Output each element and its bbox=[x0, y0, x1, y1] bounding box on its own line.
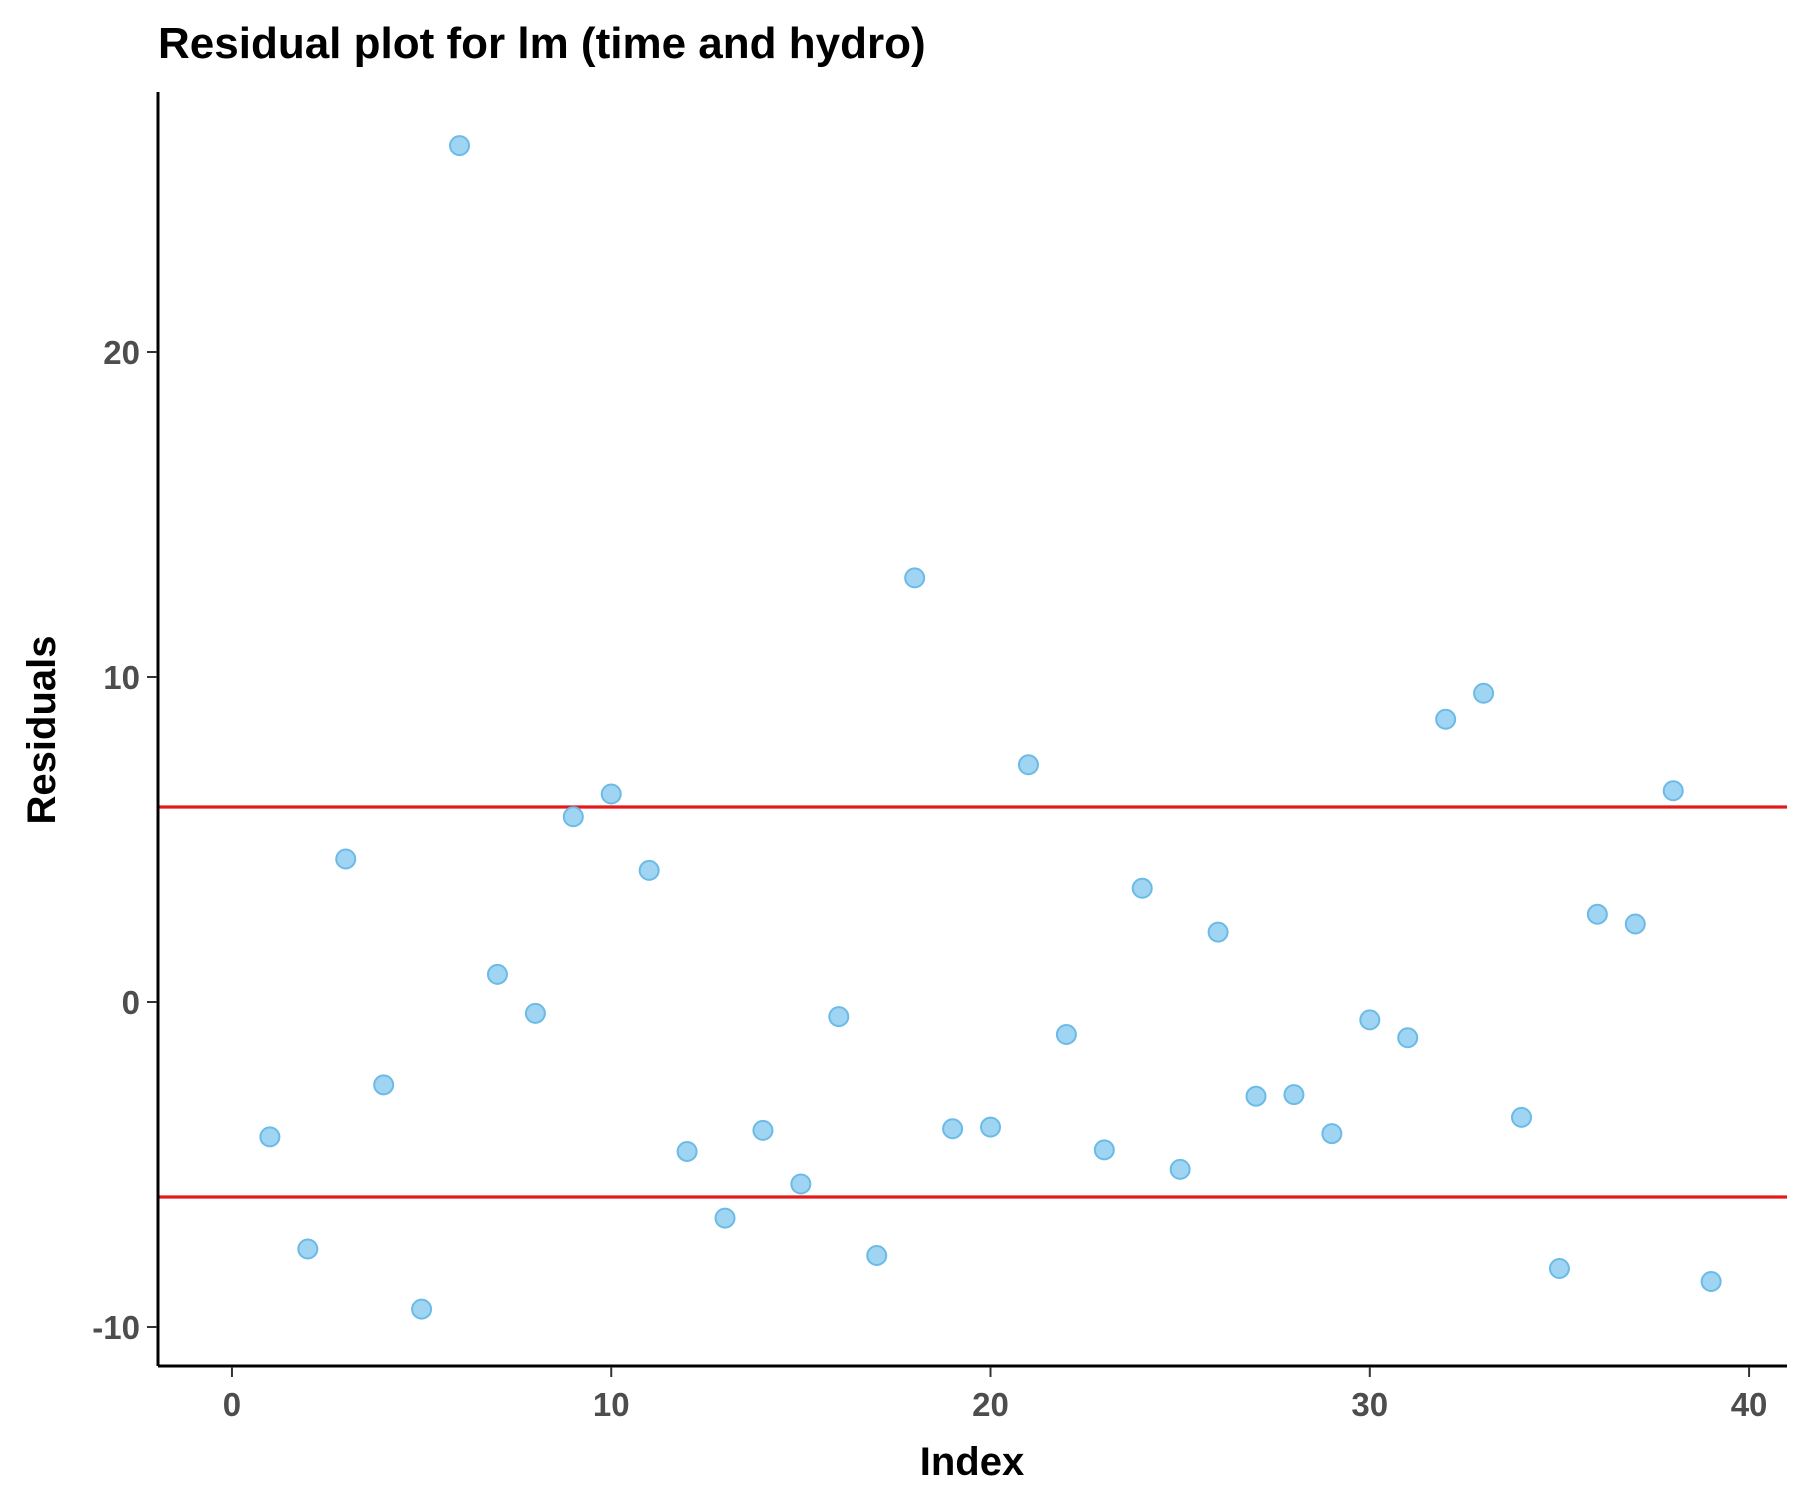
y-tick-label: 10 bbox=[103, 659, 140, 696]
data-point-39 bbox=[1700, 1271, 1722, 1292]
reference-lines bbox=[158, 805, 1787, 1199]
x-axis-ticks: 0 10 20 30 40 bbox=[223, 1367, 1768, 1423]
data-point-18 bbox=[904, 567, 926, 589]
data-point-24 bbox=[1131, 877, 1153, 899]
data-point-22 bbox=[1055, 1024, 1077, 1045]
data-point-29 bbox=[1321, 1123, 1343, 1145]
data-point-28 bbox=[1283, 1084, 1305, 1106]
data-point-1 bbox=[259, 1126, 281, 1148]
x-tick-label: 10 bbox=[593, 1386, 630, 1423]
y-axis-ticks: -10 0 10 20 bbox=[92, 334, 157, 1346]
data-point-33 bbox=[1473, 682, 1495, 704]
y-tick-label: -10 bbox=[92, 1309, 140, 1346]
data-point-30 bbox=[1359, 1009, 1381, 1031]
x-tick-label: 0 bbox=[223, 1386, 241, 1423]
data-point-19 bbox=[942, 1118, 964, 1140]
data-point-3 bbox=[335, 848, 357, 870]
data-point-23 bbox=[1093, 1139, 1115, 1161]
data-point-5 bbox=[411, 1298, 433, 1320]
data-point-12 bbox=[676, 1141, 698, 1162]
x-tick-label: 30 bbox=[1351, 1386, 1388, 1423]
data-points bbox=[259, 135, 1722, 1320]
x-axis-title: Index bbox=[920, 1440, 1024, 1484]
y-tick-label: 0 bbox=[122, 984, 140, 1021]
data-point-38 bbox=[1662, 780, 1684, 802]
data-point-21 bbox=[1017, 754, 1039, 776]
data-point-16 bbox=[828, 1006, 850, 1028]
data-point-7 bbox=[486, 963, 508, 985]
data-point-10 bbox=[600, 783, 622, 805]
data-point-35 bbox=[1548, 1258, 1570, 1279]
data-point-31 bbox=[1397, 1027, 1419, 1049]
data-point-34 bbox=[1511, 1106, 1533, 1128]
y-tick-label: 20 bbox=[103, 334, 140, 371]
data-point-11 bbox=[638, 859, 660, 881]
x-tick-label: 40 bbox=[1731, 1386, 1768, 1423]
data-point-6 bbox=[449, 135, 471, 157]
chart-title: Residual plot for lm (time and hydro) bbox=[158, 19, 926, 68]
y-axis-title: Residuals bbox=[20, 636, 64, 825]
data-point-17 bbox=[866, 1245, 888, 1266]
data-point-25 bbox=[1169, 1158, 1191, 1180]
data-point-26 bbox=[1207, 921, 1229, 943]
data-point-15 bbox=[790, 1173, 812, 1195]
data-point-20 bbox=[980, 1116, 1002, 1138]
data-point-8 bbox=[524, 1002, 546, 1024]
data-point-14 bbox=[752, 1119, 774, 1141]
data-point-4 bbox=[373, 1074, 395, 1096]
data-point-27 bbox=[1245, 1085, 1267, 1107]
data-point-37 bbox=[1624, 913, 1646, 935]
x-tick-label: 20 bbox=[972, 1386, 1009, 1423]
data-point-32 bbox=[1435, 708, 1457, 730]
data-point-9 bbox=[562, 806, 584, 828]
data-point-2 bbox=[297, 1238, 319, 1260]
data-point-13 bbox=[714, 1207, 736, 1229]
data-point-36 bbox=[1586, 903, 1608, 925]
